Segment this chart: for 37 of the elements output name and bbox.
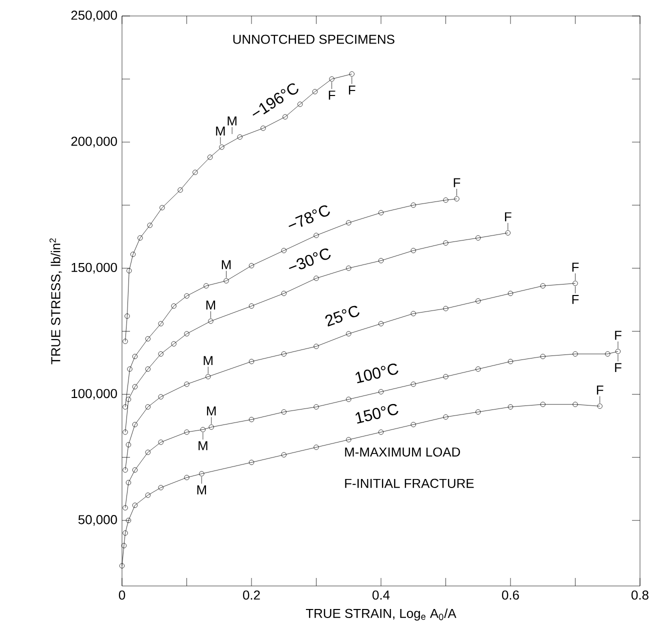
y-tick-label: 150,000 — [72, 262, 117, 274]
y-axis-title: TRUE STRESS, lb/in$^{2}$ — [50, 238, 62, 364]
annotation: F — [505, 212, 512, 222]
annotation: UNNOTCHED SPECIMENS — [233, 34, 394, 44]
x-tick-label: 0.8 — [632, 590, 648, 600]
annotation: M — [216, 126, 225, 136]
annotation: F — [572, 262, 579, 272]
annotation: M — [197, 485, 206, 494]
annotation: M-MAXIMUM LOAD — [345, 447, 460, 457]
y-tick-label: 250,000 — [71, 10, 117, 22]
annotation: M — [228, 116, 236, 126]
annotation: M — [207, 406, 216, 416]
text: −78°C — [288, 205, 330, 228]
x-tick-label: 0 — [118, 590, 126, 600]
x-axis-title: TRUE STRAIN, Log$_{e}$ A$_{0}$/A — [306, 608, 456, 621]
text: 150°C — [356, 404, 398, 424]
annotation: M — [204, 356, 212, 365]
annotation: F — [615, 363, 622, 372]
annotation: M — [206, 300, 216, 310]
text: −30°C — [288, 248, 331, 270]
x-tick-label: 0.6 — [502, 590, 519, 600]
annotation: F — [572, 294, 579, 304]
annotation: F — [596, 386, 604, 394]
text: 25°C — [325, 306, 360, 326]
annotation: F — [615, 330, 622, 340]
annotation: F — [454, 178, 460, 188]
text: 100°C — [356, 364, 398, 384]
annotation: F — [348, 86, 356, 95]
annotation: F-INITIAL FRACTURE — [345, 478, 474, 488]
x-tick-label: 0.2 — [243, 590, 260, 600]
annotation: M — [222, 260, 231, 270]
y-tick-label: 200,000 — [71, 136, 117, 148]
y-tick-label: 50,000 — [78, 515, 117, 526]
y-tick-label: 100,000 — [72, 388, 117, 400]
x-tick-label: 0.4 — [372, 590, 390, 600]
annotation: M — [198, 441, 208, 450]
annotation: F — [328, 90, 336, 100]
